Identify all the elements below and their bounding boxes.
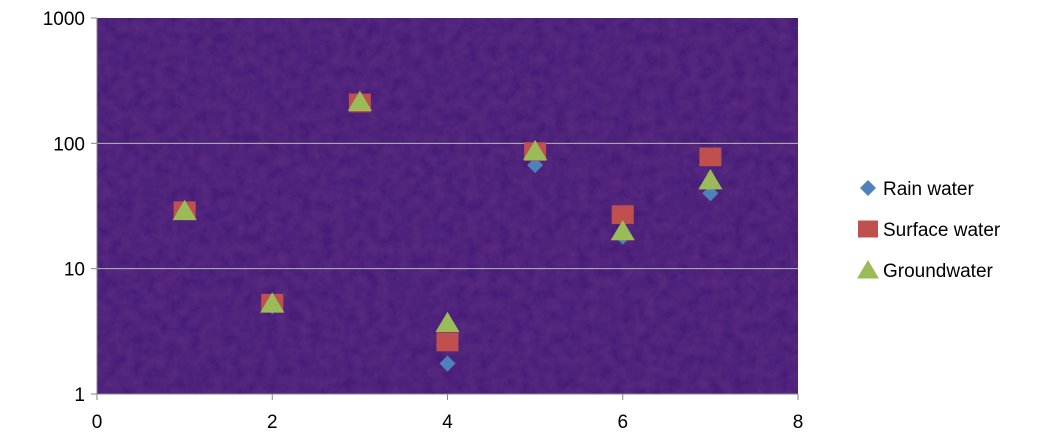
groundwater-point-5 (523, 139, 548, 161)
axes: 1 10 100 1000 0 2 4 6 8 (43, 9, 804, 433)
groundwater-point-1 (172, 199, 197, 221)
data-points (172, 90, 723, 372)
legend-item-surface-water: Surface water (858, 220, 1001, 241)
gridlines (97, 142, 798, 270)
legend-triangle-icon (857, 260, 879, 279)
x-tick-label: 8 (793, 412, 804, 433)
groundwater-point-2 (260, 292, 285, 313)
legend-label: Surface water (883, 220, 1001, 241)
y-tick-label: 1 (74, 385, 85, 406)
rain-water-point-4 (439, 355, 456, 372)
groundwater-point-4 (435, 311, 460, 333)
x-tick-label: 2 (267, 412, 278, 433)
legend-label: Groundwater (883, 261, 994, 282)
x-tick-label: 4 (442, 412, 453, 433)
groundwater-point-3 (347, 90, 372, 112)
legend-diamond-icon (860, 180, 876, 196)
legend-square-icon (858, 220, 878, 238)
y-tick-label: 100 (53, 134, 85, 155)
legend-item-groundwater: Groundwater (857, 260, 994, 282)
y-tick-label: 1000 (43, 9, 85, 30)
legend-label: Rain water (883, 179, 974, 200)
surface-water-point-7 (699, 147, 722, 167)
groundwater-point-6 (610, 219, 635, 241)
legend-item-rain-water: Rain water (860, 179, 974, 200)
surface-water-point-4 (436, 332, 459, 352)
groundwater-point-7 (698, 168, 723, 190)
x-tick-label: 0 (92, 412, 103, 433)
surface-water-point-6 (611, 205, 634, 224)
x-tick-label: 6 (617, 412, 628, 433)
rain-water-point-5 (527, 157, 544, 174)
series-groundwater (172, 90, 723, 333)
y-tick-label: 10 (64, 260, 85, 281)
legend: Rain water Surface water Groundwater (857, 179, 1001, 282)
